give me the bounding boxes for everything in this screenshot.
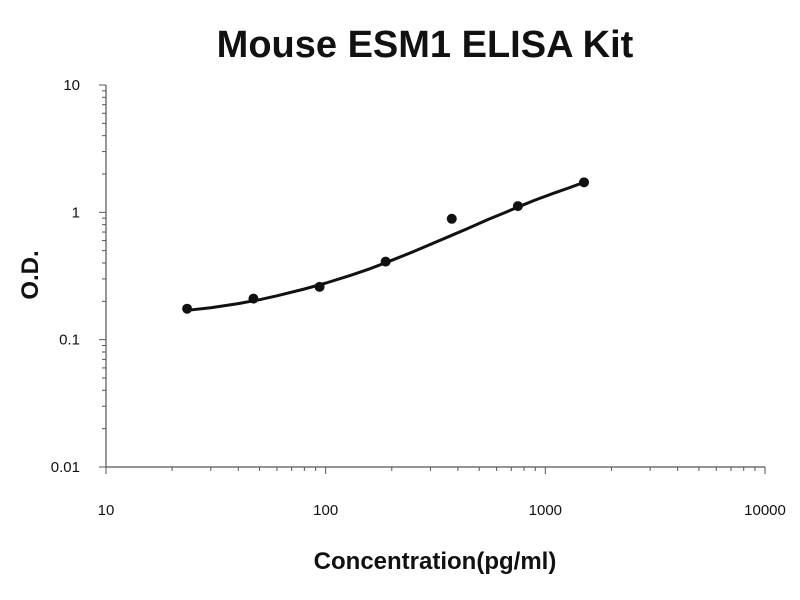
y-tick-label: 10 bbox=[63, 77, 80, 94]
data-point bbox=[182, 303, 193, 314]
data-point bbox=[380, 256, 391, 267]
data-point bbox=[248, 293, 259, 304]
y-tick-label: 1 bbox=[72, 204, 80, 221]
x-tick-label: 10 bbox=[98, 502, 115, 519]
plot-area: 10 100 1000 10000 0.01 0.1 1 10 bbox=[51, 77, 786, 519]
data-point bbox=[314, 281, 325, 292]
x-tick-label: 1000 bbox=[529, 502, 562, 519]
x-axis-label: Concentration(pg/ml) bbox=[314, 548, 557, 575]
y-axis-label: O.D. bbox=[17, 250, 44, 299]
y-tick-label: 0.01 bbox=[51, 459, 80, 476]
data-point bbox=[579, 177, 590, 188]
x-tick-label: 100 bbox=[313, 502, 338, 519]
y-tick-label: 0.1 bbox=[59, 332, 80, 349]
data-point bbox=[512, 201, 523, 212]
chart-title: Mouse ESM1 ELISA Kit bbox=[217, 24, 634, 66]
data-point bbox=[446, 213, 457, 224]
x-tick-label: 10000 bbox=[744, 502, 786, 519]
fit-curve-line bbox=[185, 180, 586, 312]
